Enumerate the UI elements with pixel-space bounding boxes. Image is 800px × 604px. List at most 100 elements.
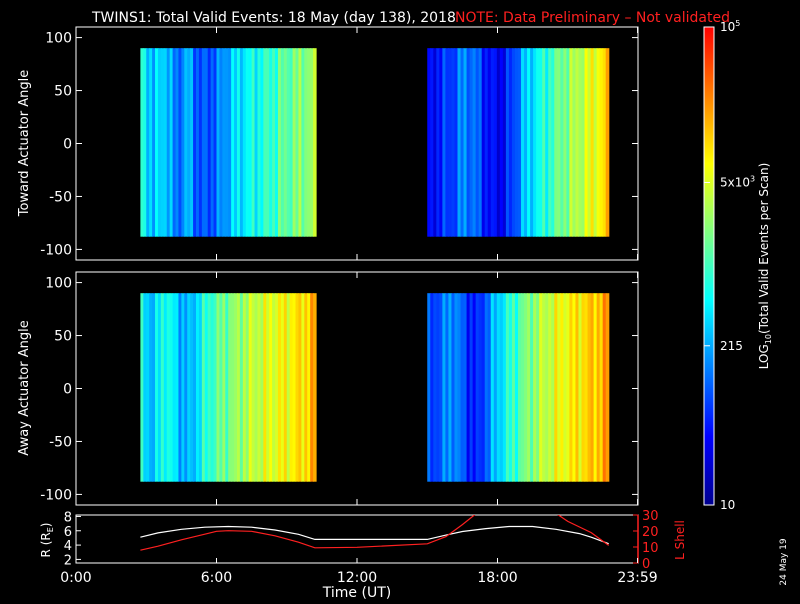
heatmap-cell — [463, 48, 468, 237]
y-tick-label: -50 — [49, 434, 72, 450]
heatmap-cell — [166, 48, 171, 237]
heatmap-cell — [140, 48, 144, 237]
heatmap-cell — [466, 293, 471, 482]
heatmap-cell — [169, 293, 174, 482]
heatmap-cell — [575, 293, 580, 482]
chart-title: TWINS1: Total Valid Events: 18 May (day … — [91, 10, 456, 26]
heatmap-cell — [201, 48, 206, 237]
heatmap-cell — [157, 293, 162, 482]
colorbar-tick-label: 5x103 — [720, 174, 755, 189]
heatmap-cell — [578, 293, 583, 482]
heatmap-cell — [210, 293, 215, 482]
heatmap-cell — [557, 293, 561, 482]
heatmap-cell — [605, 48, 610, 237]
heatmap-cell — [149, 48, 153, 237]
heatmap-cell — [236, 48, 241, 237]
heatmap-cell — [175, 48, 180, 237]
heatmap-cell — [166, 293, 171, 482]
heatmap-cell — [430, 293, 434, 482]
colorbar-tick-label: 10 — [720, 498, 735, 512]
heatmap-cell — [289, 48, 294, 237]
heatmap-cell — [451, 48, 456, 237]
heatmap-cell — [272, 48, 276, 237]
heatmap-cell — [433, 293, 437, 482]
heatmap-cell — [198, 48, 203, 237]
heatmap-cell — [228, 293, 232, 482]
heatmap-cell — [508, 48, 513, 237]
heatmap-cell — [228, 48, 232, 237]
heatmap-cell — [301, 293, 305, 482]
heatmap-cell — [196, 293, 200, 482]
heatmap-cell — [536, 48, 540, 237]
heatmap-cell — [439, 293, 443, 482]
colorbar-label: LOG10(Total Valid Events per Scan) — [757, 163, 773, 370]
y-tick-label: 0 — [63, 382, 72, 398]
heatmap-cell — [193, 293, 197, 482]
heatmap-cell — [466, 48, 471, 237]
heatmap-cell — [207, 48, 212, 237]
heatmap-cell — [269, 48, 273, 237]
panel-away-y-axis: 100 50 0 -50 -100 — [40, 272, 639, 505]
heatmap-cell — [301, 48, 305, 237]
heatmap-cell — [527, 48, 531, 237]
heatmap-cell — [587, 48, 592, 237]
heatmap-cell — [245, 48, 250, 237]
heatmap-cell — [590, 293, 595, 482]
heatmap-cell — [448, 293, 453, 482]
y-tick-label: 100 — [45, 276, 72, 292]
heatmap-cell — [295, 48, 300, 237]
heatmap-cell — [439, 48, 443, 237]
radius-line — [140, 525, 609, 545]
heatmap-cell — [175, 293, 180, 482]
heatmap-cell — [448, 48, 453, 237]
heatmap-cell — [260, 293, 264, 482]
heatmap-cell — [530, 48, 534, 237]
heatmap-cell — [298, 48, 302, 237]
heatmap-cell — [460, 293, 465, 482]
heatmap-cell — [539, 293, 543, 482]
heatmap-cell — [514, 293, 519, 482]
colorbar-ramp — [703, 26, 715, 506]
heatmap-cell — [605, 293, 610, 482]
heatmap-cell — [304, 293, 308, 482]
panel-away: 100 50 0 -50 -100 Away Actuator Angle — [17, 271, 639, 506]
heatmap-cell — [292, 293, 297, 482]
heatmap-cell — [239, 293, 244, 482]
orbit-left-axis-label: R (RE) — [39, 523, 55, 558]
heatmap-cell — [557, 48, 561, 237]
heatmap-cell — [146, 48, 150, 237]
heatmap-cell — [187, 293, 191, 482]
heatmap-cell — [225, 48, 229, 237]
heatmap-cell — [463, 293, 468, 482]
heatmap-cell — [225, 293, 229, 482]
heatmap-cell — [445, 48, 450, 237]
heatmap-cell — [266, 48, 270, 237]
heatmap-cell — [493, 293, 498, 482]
heatmap-cell — [163, 48, 168, 237]
heatmap-cell — [181, 293, 185, 482]
heatmap-cell — [454, 48, 459, 237]
heatmap-cell — [146, 293, 150, 482]
heatmap-cell — [484, 293, 489, 482]
heatmap-cell — [481, 293, 486, 482]
heatmap-cell — [222, 48, 226, 237]
heatmap-cell — [201, 293, 206, 482]
heatmap-cell — [149, 293, 153, 482]
heatmap-cell — [457, 293, 462, 482]
heatmap-cell — [213, 293, 218, 482]
heatmap-cell — [257, 293, 262, 482]
colorbar: 10 215 5x103 105 LOG10(Total Valid Events p… — [703, 19, 773, 512]
heatmap-cell — [178, 293, 182, 482]
heatmap-cell — [152, 293, 156, 482]
heatmap-cell — [234, 48, 238, 237]
heatmap-cell — [283, 48, 288, 237]
heatmap-cell — [590, 48, 595, 237]
right-tick-label: 0 — [642, 557, 650, 572]
heatmap-cell — [163, 293, 168, 482]
heatmap-cell — [560, 293, 564, 482]
heatmap-cell — [527, 293, 531, 482]
heatmap-cell — [283, 293, 288, 482]
heatmap-cell — [277, 48, 282, 237]
